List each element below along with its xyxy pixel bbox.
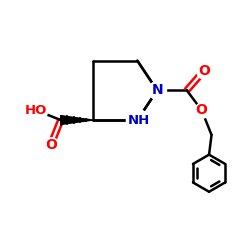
Text: O: O [196, 103, 207, 117]
Text: HO: HO [25, 104, 47, 117]
Text: O: O [198, 64, 210, 78]
Text: N: N [151, 84, 163, 98]
Polygon shape [61, 116, 93, 124]
Text: O: O [45, 138, 57, 152]
Text: NH: NH [128, 114, 150, 126]
